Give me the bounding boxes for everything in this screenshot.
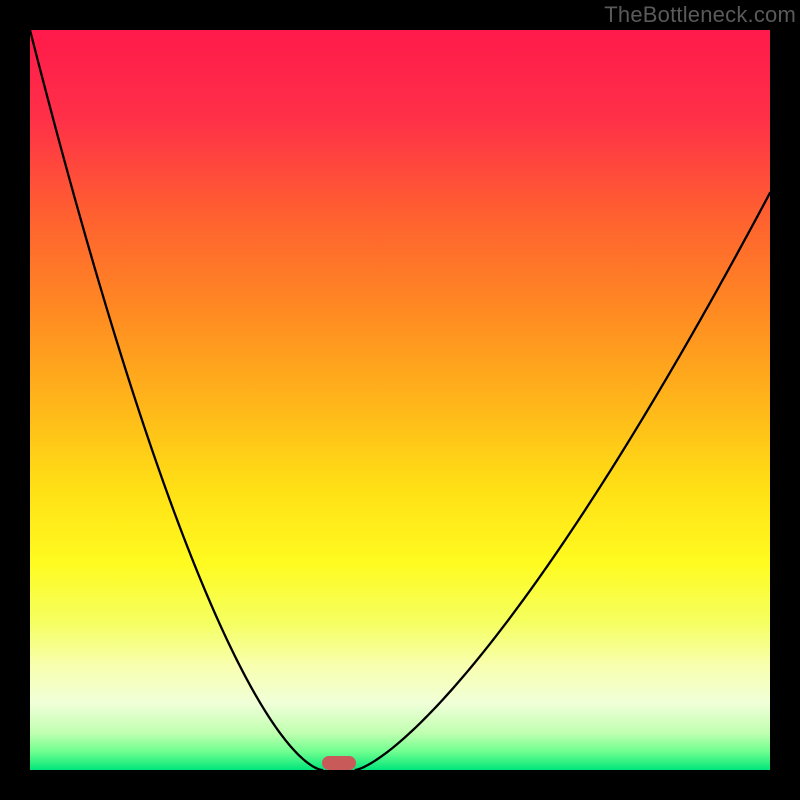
curve-left-branch — [30, 30, 322, 770]
curve-right-branch — [356, 193, 770, 770]
plot-area — [30, 30, 770, 770]
chart-container: TheBottleneck.com — [0, 0, 800, 800]
bottleneck-curve — [30, 30, 770, 770]
notch-marker — [322, 756, 355, 770]
watermark-text: TheBottleneck.com — [604, 2, 796, 28]
